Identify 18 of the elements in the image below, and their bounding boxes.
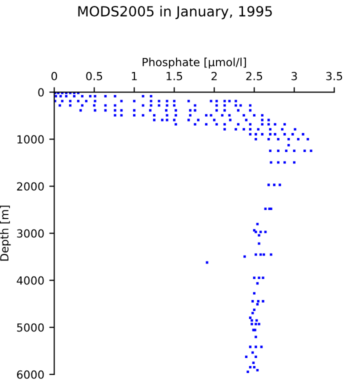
y-tick-label: 5000 xyxy=(17,323,44,332)
y-tick-label: 1000 xyxy=(17,135,44,144)
x-axis-title: Phosphate [µmol/l] xyxy=(142,58,246,68)
y-tick-label: 0 xyxy=(38,88,44,97)
x-tick-label: 0 xyxy=(51,72,58,80)
x-tick-label: 3.5 xyxy=(326,72,342,80)
x-tick-label: 2.5 xyxy=(246,72,262,80)
chart-title: MODS2005 in January, 1995 xyxy=(78,6,272,20)
x-tick-label: 2 xyxy=(212,72,217,80)
y-tick-label: 6000 xyxy=(17,370,44,379)
x-tick-label: 0.5 xyxy=(86,72,102,80)
y-tick-label: 3000 xyxy=(17,229,44,238)
x-tick-label: 3 xyxy=(292,72,297,80)
y-axis-title: Depth [m] xyxy=(0,206,11,261)
y-tick-label: 4000 xyxy=(16,276,44,285)
y-tick-label: 2000 xyxy=(17,182,44,191)
x-tick-label: 1 xyxy=(132,72,137,80)
x-tick-label: 1.5 xyxy=(166,72,182,80)
